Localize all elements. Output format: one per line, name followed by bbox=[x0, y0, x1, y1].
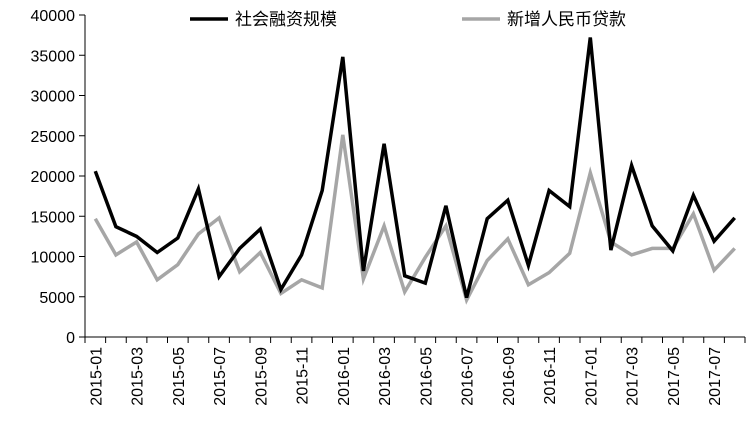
x-tick-label: 2015-03 bbox=[130, 347, 147, 406]
y-tick-label: 10000 bbox=[31, 250, 76, 267]
x-tick-label: 2015-09 bbox=[253, 347, 270, 406]
x-tick-label: 2017-01 bbox=[583, 347, 600, 406]
series-lines bbox=[93, 37, 737, 305]
x-tick-label: 2015-05 bbox=[171, 347, 188, 406]
x-tick-label: 2017-05 bbox=[666, 347, 683, 406]
y-tick-label: 15000 bbox=[31, 209, 76, 226]
legend: 社会融资规模 新增人民币贷款 bbox=[190, 10, 626, 30]
legend-label: 社会融资规模 bbox=[235, 10, 337, 30]
x-tick-label: 2016-03 bbox=[377, 347, 394, 406]
x-tick-label: 2016-07 bbox=[460, 347, 477, 406]
y-tick-label: 40000 bbox=[31, 8, 76, 25]
x-tick-label: 2015-07 bbox=[212, 347, 229, 406]
x-tick-label: 2015-01 bbox=[88, 347, 105, 406]
series-line bbox=[93, 37, 737, 299]
y-tick-label: 5000 bbox=[39, 290, 75, 307]
x-tick-label: 2016-11 bbox=[542, 347, 559, 405]
y-tick-label: 30000 bbox=[31, 89, 76, 106]
x-tick-label: 2016-09 bbox=[501, 347, 518, 406]
x-tick-label: 2017-07 bbox=[707, 347, 724, 406]
y-tick-label: 35000 bbox=[31, 48, 76, 65]
x-tick-label: 2017-03 bbox=[625, 347, 642, 406]
y-tick-label: 20000 bbox=[31, 169, 76, 186]
x-tick-label: 2015-11 bbox=[295, 347, 312, 405]
x-tick-label: 2016-05 bbox=[418, 347, 435, 406]
legend-label: 新增人民币贷款 bbox=[507, 10, 626, 30]
series-line bbox=[93, 134, 736, 305]
axes: 0 5000 10000 15000 20000 25000 30000 35000 40000… bbox=[31, 8, 746, 406]
x-tick-label: 2016-01 bbox=[336, 347, 353, 406]
y-tick-label: 25000 bbox=[31, 129, 76, 146]
y-tick-label: 0 bbox=[66, 330, 75, 347]
